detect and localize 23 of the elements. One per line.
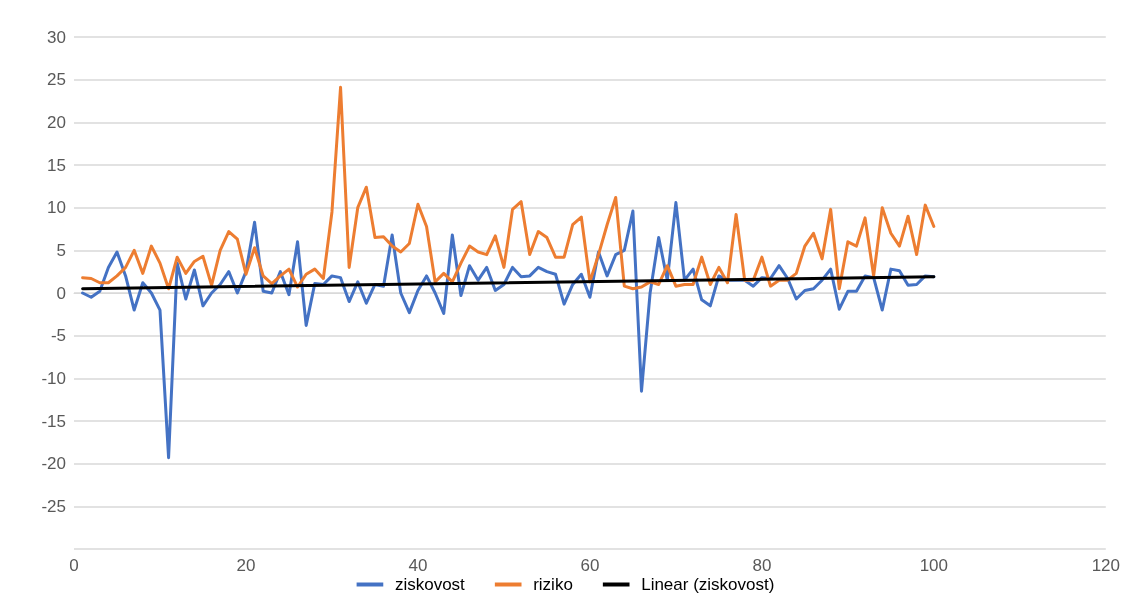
- y-tick-label: 15: [47, 155, 66, 175]
- legend-label: ziskovost: [394, 575, 466, 594]
- y-tick-label: 10: [47, 198, 66, 218]
- x-tick-label: 100: [919, 556, 949, 575]
- y-tick-label: -5: [50, 326, 66, 346]
- y-tick-label: 30: [47, 27, 66, 47]
- y-tick-label: -25: [41, 496, 66, 516]
- y-tick-label: 20: [47, 112, 66, 132]
- y-tick-label: 0: [56, 283, 66, 303]
- x-tick-label: 20: [236, 556, 256, 575]
- legend-label: Linear (ziskovost): [641, 575, 775, 594]
- x-tick-label: 60: [580, 556, 600, 575]
- x-tick-label: 80: [752, 556, 772, 575]
- legend-label: riziko: [533, 575, 573, 594]
- y-tick-label: -20: [41, 454, 66, 474]
- y-tick-label: -15: [41, 411, 66, 431]
- line-series: [81, 85, 936, 291]
- y-tick-label: -10: [41, 368, 66, 388]
- x-tick-label: 120: [1091, 556, 1121, 575]
- y-tick-label: 5: [56, 240, 66, 260]
- x-tick-label: 40: [408, 556, 428, 575]
- x-tick-label: 0: [69, 556, 79, 575]
- y-tick-label: 25: [47, 70, 66, 90]
